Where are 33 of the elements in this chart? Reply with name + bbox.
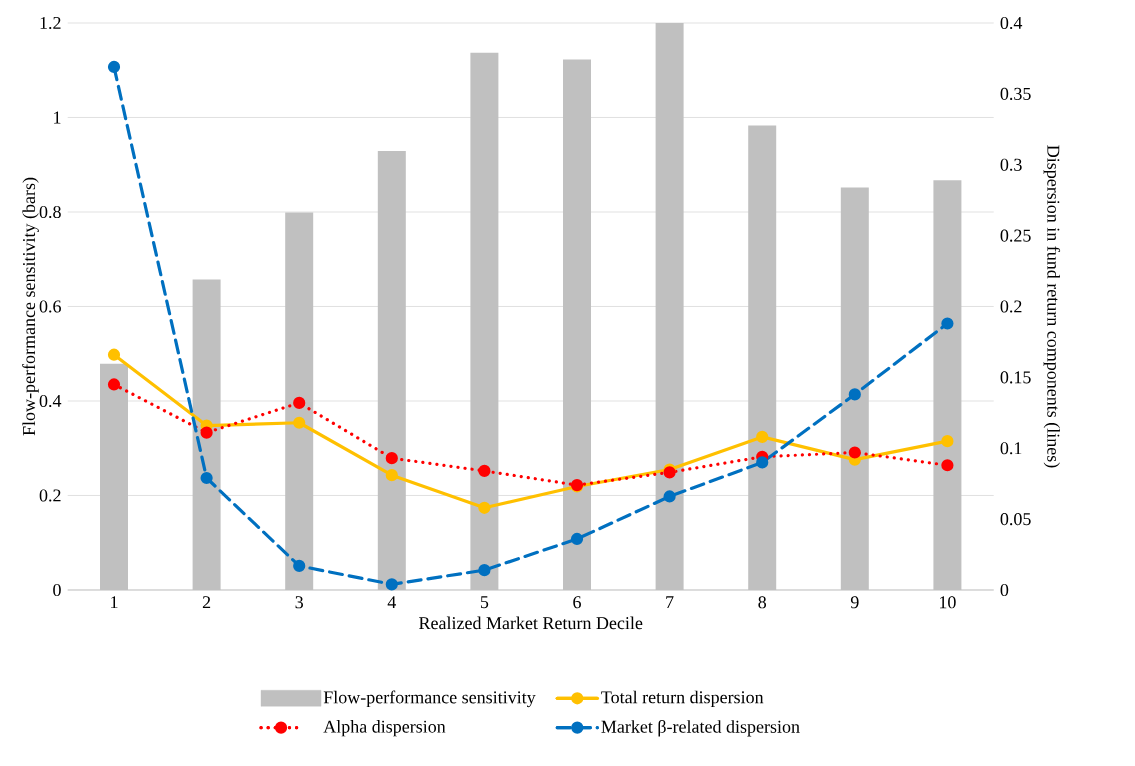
x-tick-label: 9 bbox=[850, 596, 859, 609]
y2-tick-label: 0.35 bbox=[1000, 87, 1031, 100]
y2-tick-label: 0.05 bbox=[1000, 513, 1031, 526]
x-tick-label: 8 bbox=[758, 596, 767, 609]
y2-tick-label: 0 bbox=[1000, 583, 1009, 597]
y-tick-label: 0.6 bbox=[39, 300, 61, 313]
y-tick-label: 0 bbox=[53, 583, 61, 597]
y-axis-title: Flow-performance sensitivity (bars) bbox=[22, 177, 39, 436]
x-axis-title: Realized Market Return Decile bbox=[419, 616, 643, 630]
y-tick-label: 0.4 bbox=[39, 394, 62, 408]
y2-tick-label: 0.3 bbox=[1000, 158, 1022, 171]
x-tick-label: 1 bbox=[111, 596, 118, 609]
x-tick-label: 4 bbox=[387, 596, 397, 609]
y-tick-label: 0.2 bbox=[39, 489, 61, 502]
y-tick-label: 0.8 bbox=[39, 205, 61, 219]
x-tick-label: 3 bbox=[295, 596, 303, 609]
x-tick-label: 6 bbox=[573, 596, 581, 609]
legend-label: Alpha dispersion bbox=[323, 720, 446, 737]
x-tick-label: 2 bbox=[202, 596, 211, 609]
y-tick-label: 1 bbox=[54, 111, 61, 124]
y2-tick-label: 0.2 bbox=[1000, 300, 1022, 313]
y2-tick-label: 0.4 bbox=[1000, 16, 1023, 30]
legend-label: Total return dispersion bbox=[601, 690, 764, 707]
y2-axis-title: Dispersion in fund return components (lines) bbox=[1043, 145, 1061, 468]
x-tick-label: 10 bbox=[939, 596, 956, 609]
legend-label: Market β-related dispersion bbox=[601, 719, 800, 737]
y2-tick-label: 0.15 bbox=[1000, 371, 1031, 384]
y-tick-label: 1.2 bbox=[40, 16, 61, 30]
legend-label: Flow-performance sensitivity bbox=[323, 690, 536, 708]
y2-tick-label: 0.1 bbox=[1000, 442, 1022, 455]
x-tick-label: 7 bbox=[666, 596, 674, 608]
x-tick-label: 5 bbox=[480, 596, 489, 609]
y2-tick-label: 0.25 bbox=[1000, 229, 1031, 242]
